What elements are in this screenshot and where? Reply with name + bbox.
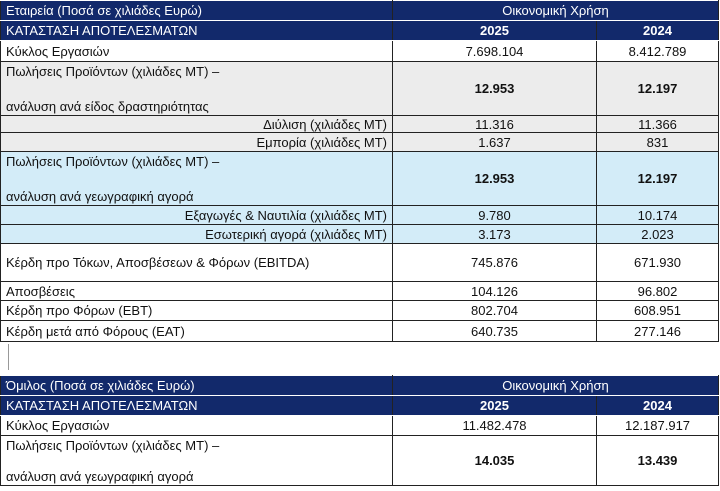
- value-2025: 14.035: [392, 435, 597, 486]
- row-label-line: ανάλυση ανά είδος δραστηριότητας: [6, 98, 209, 114]
- table-row: Κύκλος Εργασιών 11.482.478 12.187.917: [0, 415, 720, 436]
- row-label: Διύλιση (χιλιάδες ΜΤ): [0, 115, 393, 133]
- value-2025: 802.704: [392, 300, 597, 321]
- header-row: ΚΑΤΑΣΤΑΣΗ ΑΠΟΤΕΛΕΣΜΑΤΩΝ 2025 2024: [0, 395, 720, 416]
- value-2024: 10.174: [595, 205, 720, 225]
- row-label: Πωλήσεις Προϊόντων (χιλιάδες ΜΤ) – ανάλυσ…: [0, 61, 393, 116]
- row-label: Αποσβέσεις: [0, 281, 393, 301]
- value-2025: 745.876: [392, 243, 597, 282]
- table-row: Εξαγωγές & Ναυτιλία (χιλιάδες ΜΤ) 9.780 10…: [0, 205, 720, 225]
- value-2024: 831: [595, 132, 720, 152]
- row-label: Εσωτερική αγορά (χιλιάδες ΜΤ): [0, 224, 393, 244]
- group-results-table: Όμιλος (Ποσά σε χιλιάδες Ευρώ) Οικονομική…: [0, 375, 720, 486]
- statement-label: ΚΑΤΑΣΤΑΣΗ ΑΠΟΤΕΛΕΣΜΑΤΩΝ: [0, 20, 393, 41]
- table-row: Πωλήσεις Προϊόντων (χιλιάδες ΜΤ) – ανάλυσ…: [0, 61, 720, 116]
- year-header: 2024: [595, 20, 720, 41]
- value-2024: 277.146: [595, 320, 720, 342]
- value-2024: 8.412.789: [595, 40, 720, 62]
- row-label: Κέρδη μετά από Φόρους (ΕΑΤ): [0, 320, 393, 342]
- value-2024: 12.197: [595, 151, 720, 206]
- table-title: Εταιρεία (Ποσά σε χιλιάδες Ευρώ): [0, 0, 393, 21]
- header-row: Εταιρεία (Ποσά σε χιλιάδες Ευρώ) Οικονομι…: [0, 0, 720, 21]
- table-row: Κέρδη προ Φόρων (ΕΒΤ) 802.704 608.951: [0, 300, 720, 321]
- row-label-line: ανάλυση ανά γεωγραφική αγορά: [6, 188, 194, 204]
- value-2024: 2.023: [595, 224, 720, 244]
- row-label-line: Πωλήσεις Προϊόντων (χιλιάδες ΜΤ) –: [6, 437, 220, 453]
- fiscal-year-label: Οικονομική Χρήση: [391, 375, 720, 396]
- row-label: Κύκλος Εργασιών: [0, 40, 393, 62]
- year-header: 2025: [392, 20, 597, 41]
- row-label: Εμπορία (χιλιάδες ΜΤ): [0, 132, 393, 152]
- value-2025: 11.482.478: [392, 415, 597, 436]
- fiscal-year-label: Οικονομική Χρήση: [391, 0, 720, 21]
- row-label: Πωλήσεις Προϊόντων (χιλιάδες ΜΤ) – ανάλυσ…: [0, 435, 393, 486]
- table-row: Εσωτερική αγορά (χιλιάδες ΜΤ) 3.173 2.023: [0, 224, 720, 244]
- header-row: Όμιλος (Ποσά σε χιλιάδες Ευρώ) Οικονομική…: [0, 375, 720, 396]
- statement-label: ΚΑΤΑΣΤΑΣΗ ΑΠΟΤΕΛΕΣΜΑΤΩΝ: [0, 395, 393, 416]
- table-row: Εμπορία (χιλιάδες ΜΤ) 1.637 831: [0, 132, 720, 152]
- value-2025: 12.953: [392, 61, 597, 116]
- table-title: Όμιλος (Ποσά σε χιλιάδες Ευρώ): [0, 375, 393, 396]
- value-2024: 608.951: [595, 300, 720, 321]
- value-2025: 7.698.104: [392, 40, 597, 62]
- value-2024: 12.197: [595, 61, 720, 116]
- value-2025: 1.637: [392, 132, 597, 152]
- row-label-line: ανάλυση ανά γεωγραφική αγορά: [6, 468, 194, 484]
- value-2024: 12.187.917: [595, 415, 720, 436]
- table-row: Πωλήσεις Προϊόντων (χιλιάδες ΜΤ) – ανάλυσ…: [0, 151, 720, 206]
- table-row: Αποσβέσεις 104.126 96.802: [0, 281, 720, 301]
- year-header: 2025: [392, 395, 597, 416]
- table-row: Κέρδη μετά από Φόρους (ΕΑΤ) 640.735 277.14…: [0, 320, 720, 342]
- row-label: Εξαγωγές & Ναυτιλία (χιλιάδες ΜΤ): [0, 205, 393, 225]
- divider: [8, 344, 9, 370]
- value-2025: 3.173: [392, 224, 597, 244]
- value-2024: 13.439: [595, 435, 720, 486]
- row-label: Κέρδη προ Τόκων, Αποσβέσεων & Φόρων (EBI…: [0, 243, 393, 282]
- header-row: ΚΑΤΑΣΤΑΣΗ ΑΠΟΤΕΛΕΣΜΑΤΩΝ 2025 2024: [0, 20, 720, 41]
- row-label: Πωλήσεις Προϊόντων (χιλιάδες ΜΤ) – ανάλυσ…: [0, 151, 393, 206]
- value-2024: 96.802: [595, 281, 720, 301]
- row-label: Κύκλος Εργασιών: [0, 415, 393, 436]
- table-row: Κύκλος Εργασιών 7.698.104 8.412.789: [0, 40, 720, 62]
- value-2024: 11.366: [595, 115, 720, 133]
- value-2025: 11.316: [392, 115, 597, 133]
- row-label-line: Πωλήσεις Προϊόντων (χιλιάδες ΜΤ) –: [6, 63, 220, 79]
- value-2024: 671.930: [595, 243, 720, 282]
- value-2025: 12.953: [392, 151, 597, 206]
- value-2025: 104.126: [392, 281, 597, 301]
- company-results-table: Εταιρεία (Ποσά σε χιλιάδες Ευρώ) Οικονομι…: [0, 0, 720, 342]
- year-header: 2024: [595, 395, 720, 416]
- table-row: Πωλήσεις Προϊόντων (χιλιάδες ΜΤ) – ανάλυσ…: [0, 435, 720, 486]
- value-2025: 9.780: [392, 205, 597, 225]
- table-row: Κέρδη προ Τόκων, Αποσβέσεων & Φόρων (EBI…: [0, 243, 720, 282]
- row-label: Κέρδη προ Φόρων (ΕΒΤ): [0, 300, 393, 321]
- value-2025: 640.735: [392, 320, 597, 342]
- row-label-line: Πωλήσεις Προϊόντων (χιλιάδες ΜΤ) –: [6, 153, 220, 169]
- table-row: Διύλιση (χιλιάδες ΜΤ) 11.316 11.366: [0, 115, 720, 133]
